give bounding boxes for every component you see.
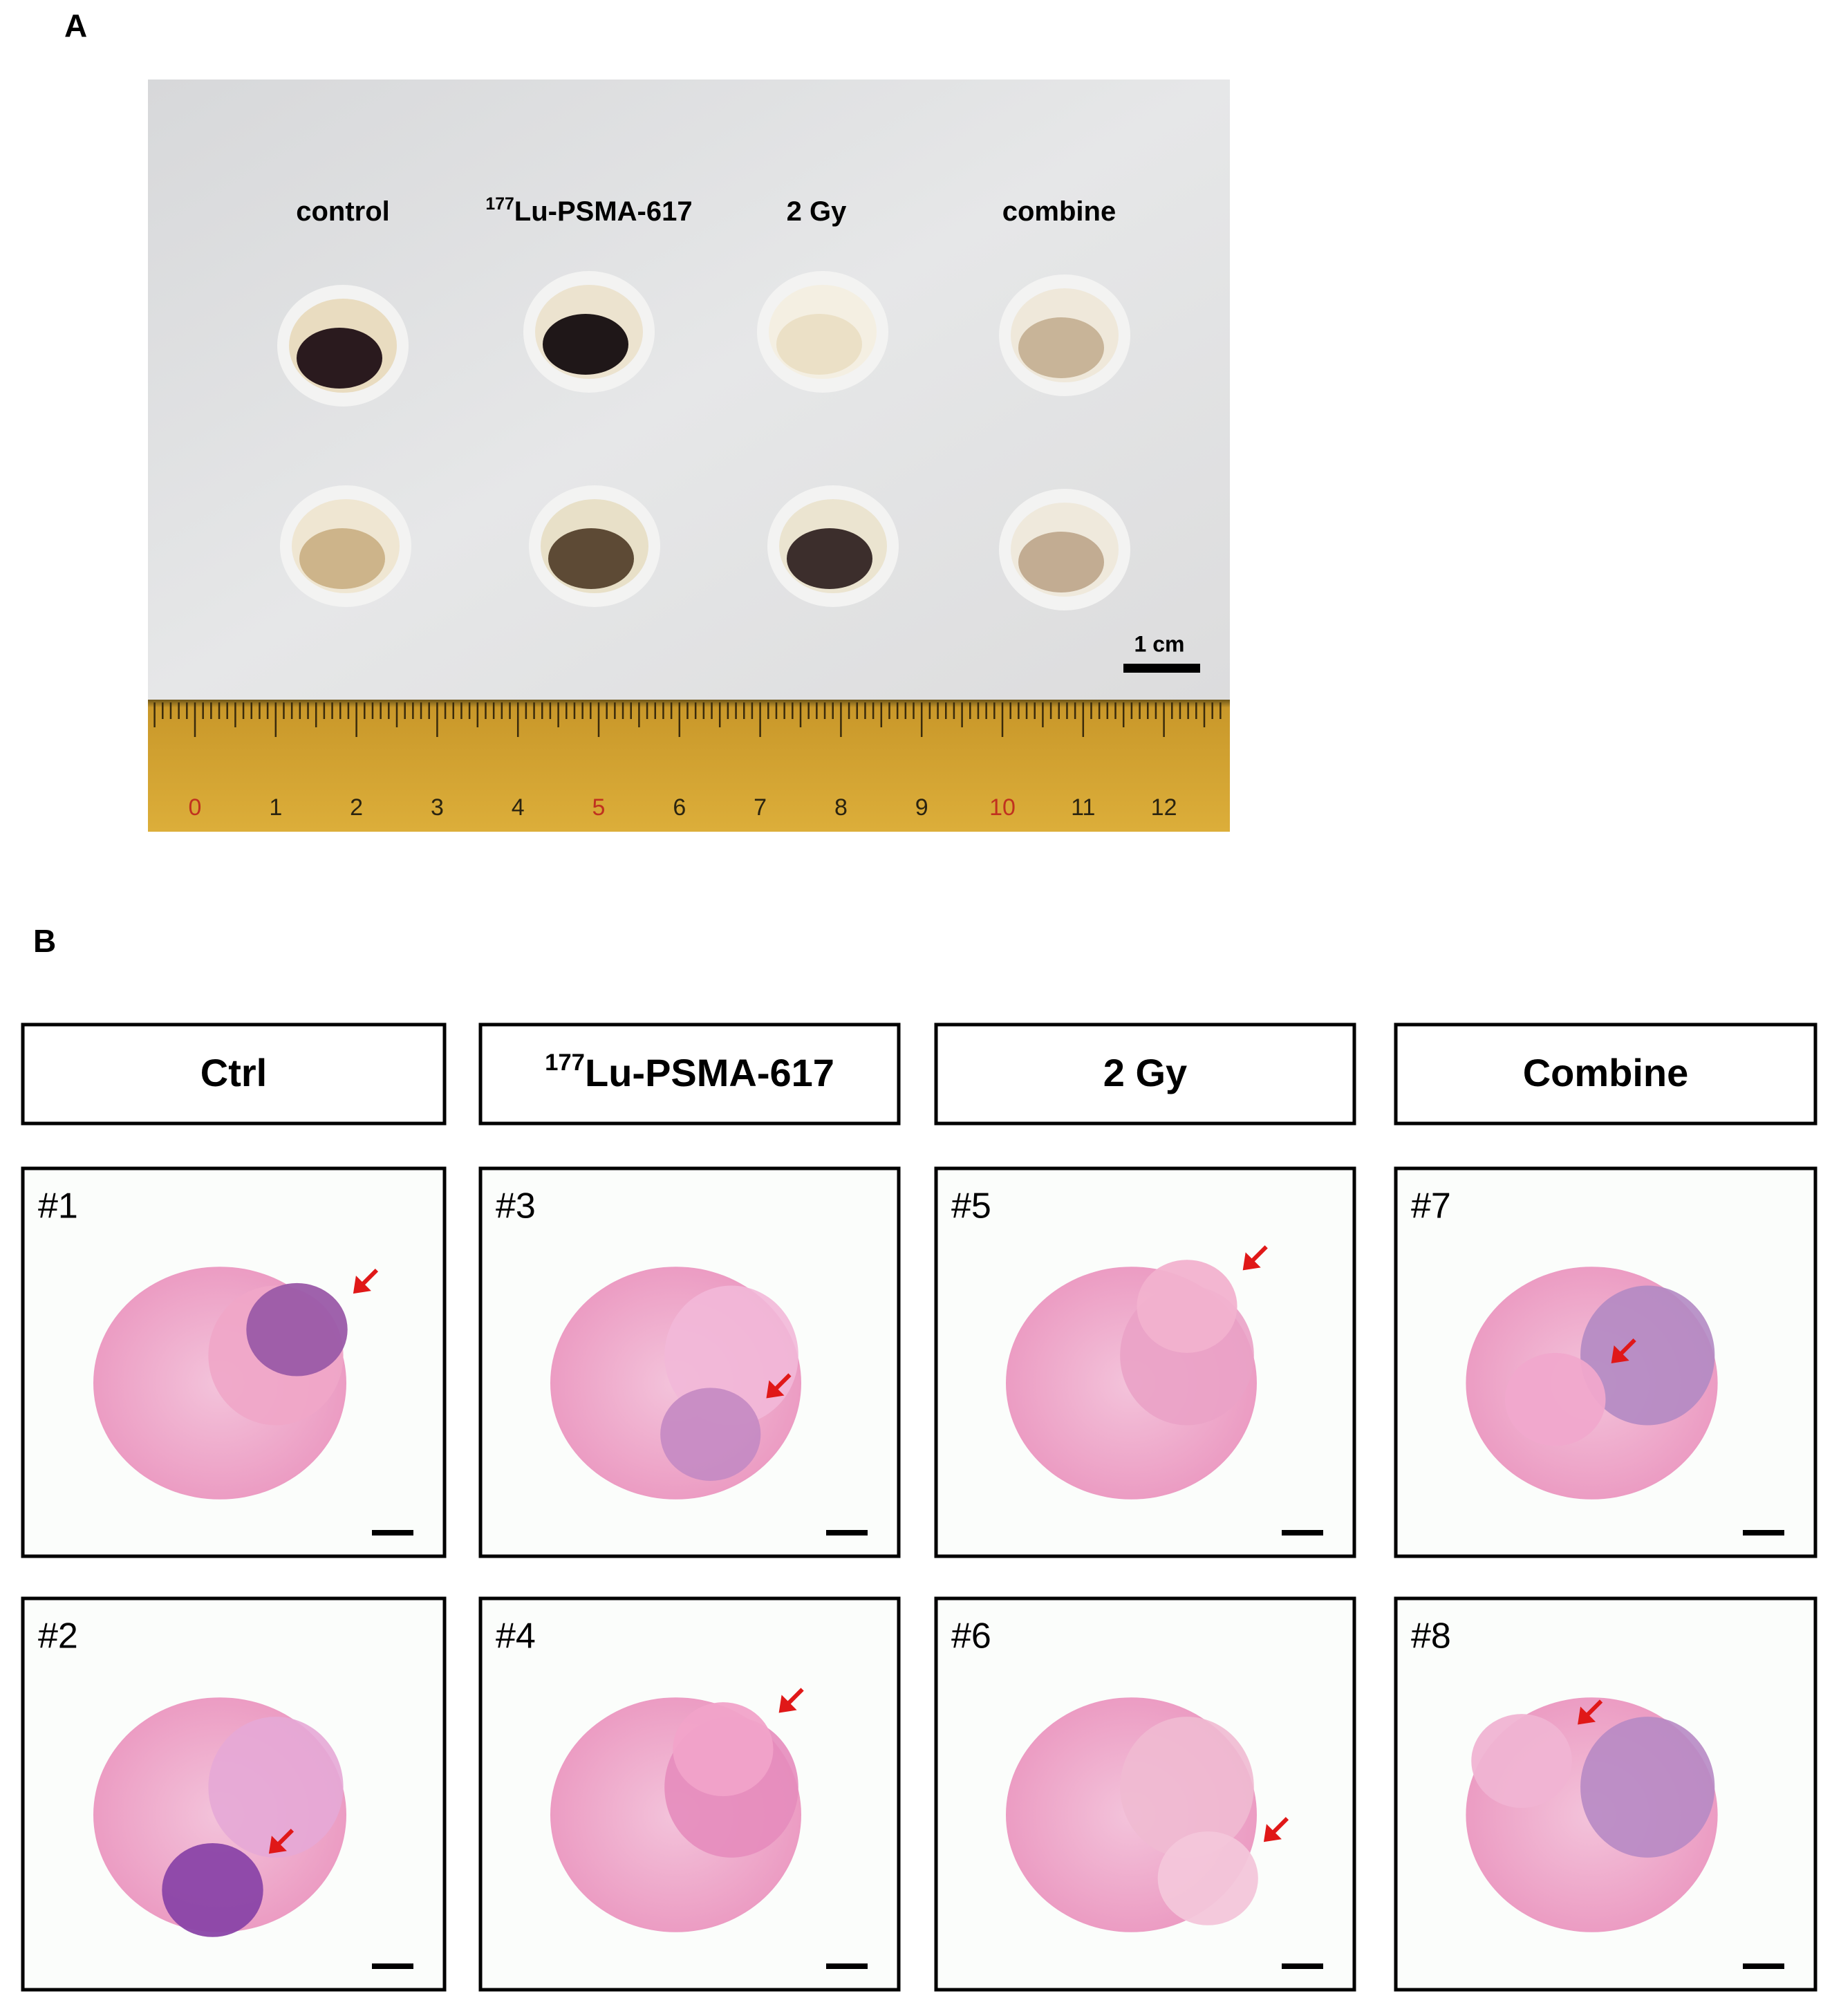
ruler-number: 2	[350, 794, 363, 821]
sample-label: #2	[38, 1616, 78, 1656]
sample-label: #6	[951, 1616, 991, 1656]
sample-label: #3	[496, 1186, 536, 1226]
arrow-head	[1611, 1345, 1629, 1364]
ruler-number: 12	[1151, 794, 1177, 821]
ruler-number: 5	[592, 794, 606, 821]
scale-bar-label: 1 cm	[1134, 631, 1185, 656]
ruler-number: 11	[1071, 794, 1095, 821]
label-text: Combine	[1523, 1051, 1689, 1094]
ruler	[148, 700, 1230, 832]
label-text: control	[296, 196, 390, 227]
ruler-number: 0	[189, 794, 202, 821]
ruler-number: 9	[915, 794, 928, 821]
scale-bar	[372, 1963, 413, 1969]
tissue	[548, 528, 634, 589]
lesion	[1504, 1352, 1606, 1446]
header-label: 2 Gy	[1103, 1051, 1187, 1094]
scale-bar	[1743, 1963, 1784, 1969]
tissue-section	[1580, 1717, 1715, 1858]
tissue-section	[1580, 1285, 1715, 1426]
arrow-head	[1263, 1824, 1282, 1842]
header-box	[21, 1023, 447, 1126]
group-label: 177Lu-PSMA-617	[485, 195, 692, 227]
sample-label: #5	[951, 1186, 991, 1226]
label-text: Lu-PSMA-617	[585, 1051, 834, 1094]
lesion	[1471, 1714, 1572, 1809]
lesion	[246, 1282, 348, 1376]
scale-bar	[826, 1530, 868, 1536]
tissue	[297, 328, 382, 389]
label-text: Lu-PSMA-617	[514, 196, 693, 227]
group-label: control	[296, 196, 390, 227]
arrow-head	[268, 1836, 287, 1854]
tissue	[787, 528, 872, 589]
panel-label: A	[64, 8, 87, 44]
label-text: Ctrl	[200, 1051, 267, 1094]
ruler-number: 6	[673, 794, 686, 821]
scale-bar	[372, 1530, 413, 1536]
scale-bar	[1282, 1963, 1323, 1969]
lesion	[673, 1702, 774, 1797]
ruler-number: 1	[269, 794, 282, 821]
tissue	[776, 314, 862, 375]
arrow-head	[1242, 1252, 1261, 1271]
header-box	[934, 1023, 1356, 1126]
tissue	[1018, 317, 1104, 378]
panel-label: B	[33, 923, 56, 959]
lesion	[162, 1842, 263, 1937]
sample-label: #4	[496, 1616, 536, 1656]
scale-bar	[826, 1963, 868, 1969]
scale-bar	[1123, 664, 1200, 673]
ruler-number: 10	[989, 794, 1016, 821]
ruler-number: 7	[754, 794, 767, 821]
arrow-head	[353, 1276, 371, 1294]
group-label: combine	[1002, 196, 1116, 227]
tissue-section	[1120, 1717, 1254, 1858]
scale-bar	[1743, 1530, 1784, 1536]
tissue	[299, 528, 385, 589]
label-text: combine	[1002, 196, 1116, 227]
tissue	[543, 314, 628, 375]
header-label: Ctrl	[200, 1051, 267, 1094]
header-box	[478, 1023, 901, 1126]
arrow-head	[766, 1380, 785, 1399]
group-label: 2 Gy	[787, 196, 847, 227]
label-text: 2 Gy	[787, 196, 847, 227]
scale-bar	[1282, 1530, 1323, 1536]
header-box	[1394, 1023, 1817, 1126]
label-text: 2 Gy	[1103, 1051, 1187, 1094]
sample-label: #8	[1411, 1616, 1451, 1656]
lesion	[1157, 1831, 1258, 1925]
arrow-head	[778, 1695, 797, 1713]
lesion	[1137, 1260, 1237, 1353]
superscript: 177	[485, 195, 514, 214]
tissue	[1018, 532, 1104, 592]
ruler-number: 8	[834, 794, 848, 821]
sample-label: #1	[38, 1186, 78, 1226]
lesion	[660, 1388, 761, 1481]
superscript: 177	[545, 1049, 585, 1076]
tissue-section	[208, 1717, 344, 1858]
header-label: 177Lu-PSMA-617	[545, 1049, 834, 1094]
header-label: Combine	[1523, 1051, 1689, 1094]
arrow-head	[1578, 1706, 1596, 1725]
sample-label: #7	[1411, 1186, 1451, 1226]
ruler-number: 3	[431, 794, 444, 821]
ruler-number: 4	[512, 794, 525, 821]
